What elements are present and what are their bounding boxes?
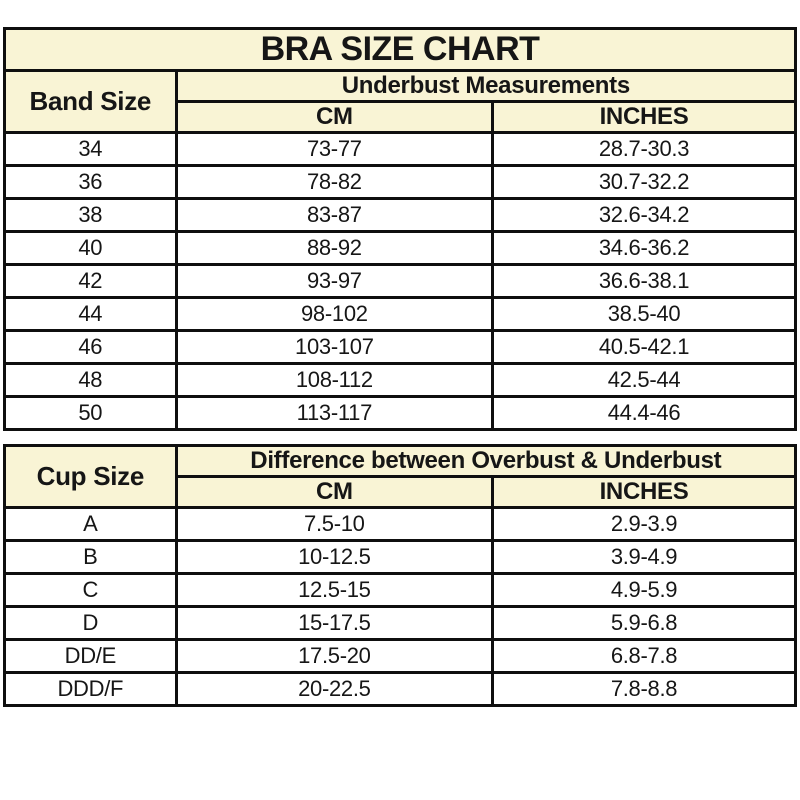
- group-header-row: Cup Size Difference between Overbust & U…: [3, 444, 798, 509]
- table-row: 34 73-77 28.7-30.3: [3, 131, 797, 167]
- inches-range-cell: 28.7-30.3: [491, 131, 797, 167]
- overbust-difference-header: Difference between Overbust & Underbust: [174, 444, 798, 478]
- cup-size-cell: C: [3, 572, 178, 608]
- band-size-column-header: Band Size: [3, 69, 178, 134]
- cm-range-cell: 12.5-15: [174, 572, 495, 608]
- band-size-table-body: 34 73-77 28.7-30.3 36 78-82 30.7-32.2 38…: [3, 131, 797, 431]
- band-size-cell: 50: [3, 395, 178, 431]
- table-row: 40 88-92 34.6-36.2: [3, 230, 797, 266]
- cm-range-cell: 103-107: [174, 329, 495, 365]
- table-row: 48 108-112 42.5-44: [3, 362, 797, 398]
- inches-range-cell: 6.8-7.8: [491, 638, 797, 674]
- unit-header-row: CM INCHES: [5, 475, 797, 509]
- cup-size-table: Cup Size Difference between Overbust & U…: [3, 444, 798, 707]
- cm-range-cell: 15-17.5: [174, 605, 495, 641]
- band-size-cell: 38: [3, 197, 178, 233]
- band-size-table: BRA SIZE CHART Band Size Underbust Measu…: [3, 27, 798, 431]
- band-size-cell: 44: [3, 296, 178, 332]
- cm-range-cell: 20-22.5: [174, 671, 495, 707]
- band-size-table-header: BRA SIZE CHART Band Size Underbust Measu…: [3, 27, 798, 134]
- inches-range-cell: 32.6-34.2: [491, 197, 797, 233]
- table-row: 38 83-87 32.6-34.2: [3, 197, 797, 233]
- table-row: D 15-17.5 5.9-6.8: [3, 605, 797, 641]
- cup-size-cell: B: [3, 539, 178, 575]
- cm-column-header: CM: [174, 475, 495, 509]
- cup-size-cell: DD/E: [3, 638, 178, 674]
- inches-range-cell: 2.9-3.9: [491, 506, 797, 542]
- cm-range-cell: 73-77: [174, 131, 495, 167]
- cm-column-header: CM: [174, 100, 495, 134]
- cm-range-cell: 78-82: [174, 164, 495, 200]
- cm-range-cell: 10-12.5: [174, 539, 495, 575]
- inches-range-cell: 38.5-40: [491, 296, 797, 332]
- band-size-cell: 46: [3, 329, 178, 365]
- inches-range-cell: 42.5-44: [491, 362, 797, 398]
- band-size-cell: 40: [3, 230, 178, 266]
- underbust-measurements-header: Underbust Measurements: [174, 69, 798, 103]
- cm-range-cell: 83-87: [174, 197, 495, 233]
- cm-range-cell: 17.5-20: [174, 638, 495, 674]
- cup-size-cell: D: [3, 605, 178, 641]
- chart-title-row: BRA SIZE CHART: [3, 27, 797, 72]
- group-header-row: Band Size Underbust Measurements: [3, 69, 798, 134]
- inches-range-cell: 5.9-6.8: [491, 605, 797, 641]
- inches-range-cell: 4.9-5.9: [491, 572, 797, 608]
- cm-range-cell: 108-112: [174, 362, 495, 398]
- size-chart-page: BRA SIZE CHART Band Size Underbust Measu…: [3, 27, 798, 707]
- band-size-cell: 34: [3, 131, 178, 167]
- inches-range-cell: 36.6-38.1: [491, 263, 797, 299]
- inches-range-cell: 44.4-46: [491, 395, 797, 431]
- inches-range-cell: 30.7-32.2: [491, 164, 797, 200]
- band-size-cell: 36: [3, 164, 178, 200]
- band-size-cell: 42: [3, 263, 178, 299]
- band-size-cell: 48: [3, 362, 178, 398]
- cup-size-table-body: A 7.5-10 2.9-3.9 B 10-12.5 3.9-4.9 C 12.…: [3, 506, 797, 707]
- table-row: 44 98-102 38.5-40: [3, 296, 797, 332]
- table-row: A 7.5-10 2.9-3.9: [3, 506, 797, 542]
- inches-range-cell: 3.9-4.9: [491, 539, 797, 575]
- cm-range-cell: 113-117: [174, 395, 495, 431]
- chart-title: BRA SIZE CHART: [3, 27, 797, 72]
- unit-header-row: CM INCHES: [5, 100, 797, 134]
- inches-range-cell: 34.6-36.2: [491, 230, 797, 266]
- cup-size-cell: DDD/F: [3, 671, 178, 707]
- table-row: 36 78-82 30.7-32.2: [3, 164, 797, 200]
- table-row: C 12.5-15 4.9-5.9: [3, 572, 797, 608]
- table-row: 46 103-107 40.5-42.1: [3, 329, 797, 365]
- cm-range-cell: 98-102: [174, 296, 495, 332]
- table-row: B 10-12.5 3.9-4.9: [3, 539, 797, 575]
- cm-range-cell: 7.5-10: [174, 506, 495, 542]
- cup-size-table-header: Cup Size Difference between Overbust & U…: [3, 444, 798, 509]
- table-row: DDD/F 20-22.5 7.8-8.8: [3, 671, 797, 707]
- cm-range-cell: 93-97: [174, 263, 495, 299]
- table-row: 42 93-97 36.6-38.1: [3, 263, 797, 299]
- table-row: DD/E 17.5-20 6.8-7.8: [3, 638, 797, 674]
- inches-range-cell: 7.8-8.8: [491, 671, 797, 707]
- inches-range-cell: 40.5-42.1: [491, 329, 797, 365]
- cup-size-column-header: Cup Size: [3, 444, 178, 509]
- inches-column-header: INCHES: [491, 475, 797, 509]
- inches-column-header: INCHES: [491, 100, 797, 134]
- table-row: 50 113-117 44.4-46: [3, 395, 797, 431]
- cm-range-cell: 88-92: [174, 230, 495, 266]
- cup-size-cell: A: [3, 506, 178, 542]
